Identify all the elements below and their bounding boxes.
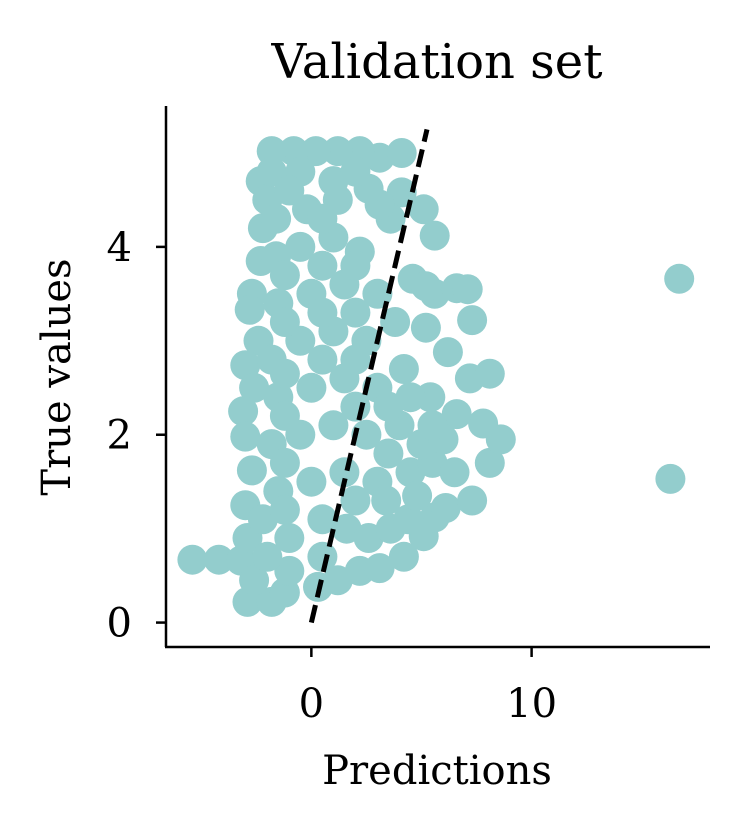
data-point: [234, 294, 265, 325]
data-point: [664, 263, 695, 294]
data-point: [228, 396, 259, 427]
data-point: [386, 138, 417, 168]
data-point: [274, 175, 305, 206]
data-point: [329, 457, 360, 488]
data-point: [373, 438, 404, 469]
y-axis-label: True values: [34, 258, 80, 495]
x-ticks: 0 10: [299, 647, 557, 727]
data-point: [252, 541, 283, 572]
data-point: [388, 541, 419, 572]
data-point: [239, 372, 270, 403]
data-point: [318, 410, 349, 441]
x-tick-label: 10: [506, 681, 557, 727]
data-point: [261, 203, 292, 234]
data-point: [296, 372, 327, 403]
data-point: [474, 447, 505, 478]
data-point: [340, 485, 371, 516]
data-point: [269, 494, 300, 525]
data-point: [417, 410, 448, 441]
data-point: [256, 136, 287, 167]
data-point: [655, 463, 686, 494]
data-point: [468, 408, 499, 439]
data-point: [457, 485, 488, 516]
data-point: [340, 297, 371, 328]
data-point: [236, 455, 267, 486]
data-point: [430, 493, 461, 523]
data-point: [351, 419, 382, 450]
reference-line: [308, 128, 430, 624]
data-point: [239, 565, 270, 596]
data-point: [230, 421, 261, 452]
data-point: [441, 399, 472, 430]
data-point: [269, 307, 300, 337]
data-point: [322, 136, 353, 167]
data-point: [307, 250, 338, 281]
data-points: [177, 136, 695, 617]
y-tick-label: 4: [107, 225, 132, 271]
data-point: [269, 260, 300, 291]
data-point: [307, 297, 338, 328]
data-point: [269, 447, 300, 478]
data-point: [395, 382, 426, 413]
data-point: [269, 358, 300, 389]
data-point: [457, 305, 488, 336]
y-ticks: 0 2 4: [107, 225, 166, 647]
data-point: [410, 271, 441, 302]
data-point: [419, 220, 450, 251]
data-point: [340, 344, 371, 375]
reference-line-layer: [308, 128, 430, 624]
data-point: [439, 457, 470, 488]
x-axis-label: Predictions: [322, 748, 552, 794]
data-point: [307, 541, 338, 572]
data-point: [307, 504, 338, 535]
data-point: [402, 480, 433, 511]
data-point: [269, 400, 300, 431]
data-point: [340, 156, 371, 187]
data-point: [432, 337, 463, 368]
data-point: [274, 523, 305, 553]
data-point: [203, 544, 234, 575]
x-tick-label: 0: [299, 681, 324, 727]
data-point: [230, 350, 261, 381]
data-point: [388, 354, 419, 384]
data-point: [380, 307, 411, 337]
data-point: [410, 312, 441, 343]
y-tick-label: 0: [107, 601, 132, 647]
data-point: [300, 136, 331, 167]
data-point: [364, 553, 395, 584]
y-tick-label: 2: [107, 413, 132, 459]
data-point: [474, 358, 505, 389]
data-point: [340, 391, 371, 422]
data-point: [452, 274, 483, 305]
chart-title: Validation set: [271, 34, 603, 90]
data-point: [274, 555, 305, 586]
data-point: [296, 466, 327, 497]
data-point: [177, 544, 208, 575]
data-point: [340, 250, 371, 281]
data-point: [256, 156, 287, 187]
data-point: [393, 504, 424, 535]
data-point: [371, 485, 402, 516]
data-point: [307, 344, 338, 375]
data-point: [408, 194, 439, 225]
data-point: [307, 203, 338, 234]
data-point: [285, 231, 316, 262]
